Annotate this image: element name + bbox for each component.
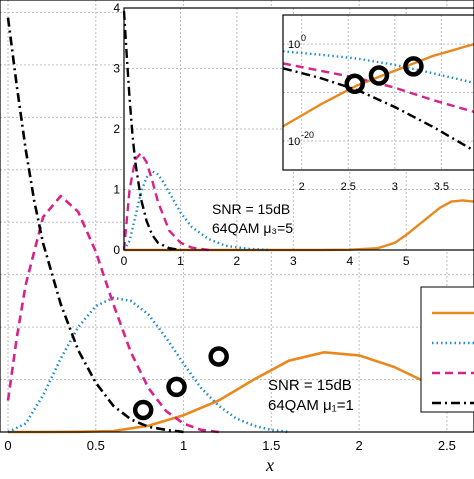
inset-x-tick-label-1: 1	[177, 254, 184, 268]
inset-annotation-line-1: SNR = 15dB	[212, 201, 290, 217]
main-marker-ring-0	[132, 399, 154, 421]
main-marker-ring-1	[166, 376, 187, 398]
main-x-tick-label-1: 0.5	[87, 438, 105, 453]
inner-marker-ring-2	[403, 56, 424, 77]
main-markers	[132, 346, 229, 421]
inset-series-line-dashed	[122, 151, 209, 252]
inset-frame	[123, 7, 474, 251]
main-marker-ring-2	[208, 346, 229, 367]
x-axis-label: x	[265, 455, 274, 474]
inset-y-tick-label-4: 4	[113, 1, 120, 15]
main-series-line-solid	[8, 350, 474, 434]
inset-y-tick-label-0: 0	[113, 243, 120, 257]
main-series-line-dotted	[7, 296, 290, 434]
inner-marker-ring-0	[344, 73, 365, 95]
inner-x-tick-label-3: 3.5	[434, 181, 449, 193]
inner-inset-frame	[282, 14, 474, 171]
inset-y-tick-label-3: 3	[113, 62, 120, 76]
main-annotation-line-2: 64QAM μ₁=1	[268, 397, 354, 414]
inner-inset-background	[283, 15, 474, 170]
inner-y-tick-label-1: 10	[288, 136, 300, 148]
main-x-tick-label-4: 2	[355, 438, 362, 453]
legend	[420, 286, 474, 413]
main-x-tick-label-5: 2.5	[438, 438, 456, 453]
main-annotation-line-1: SNR = 15dB	[268, 377, 352, 394]
inner-series-line-dotted	[282, 50, 474, 84]
inner-y-tick-exponent-0: 0	[301, 33, 306, 43]
main-frame	[0, 0, 474, 433]
inset-x-tick-label-0: 0	[121, 254, 128, 268]
main-x-tick-label-3: 1.5	[262, 438, 280, 453]
main-tick-labels: 0 0.5 1 1.5 2 2.5	[4, 438, 456, 453]
inner-x-tick-label-1: 2.5	[341, 181, 356, 193]
inner-series-line-solid	[282, 42, 474, 128]
main-x-tick-label-0: 0	[4, 438, 11, 453]
inner-marker-ring-1	[368, 65, 390, 86]
inner-series-line-dashdot	[282, 67, 474, 152]
inset-x-tick-label-2: 2	[234, 254, 241, 268]
inset-x-tick-label-5: 5	[403, 254, 410, 268]
inset-x-tick-label-3: 3	[290, 254, 297, 268]
inner-y-tick-exponent-1: -20	[301, 130, 314, 140]
main-x-tick-label-2: 1	[180, 438, 187, 453]
main-series-line-dashed	[6, 194, 219, 434]
inner-inset-markers	[344, 56, 424, 95]
inner-x-tick-label-0: 2	[299, 181, 305, 193]
inset-plot: 0 1 2 3 4 5 0 1 2 3 4 SNR = 15dB 64QAM μ₃=5 2 2.5 3 3…	[113, 1, 474, 268]
inner-inset-grid	[283, 15, 474, 170]
inset-tick-labels: 0 1 2 3 4 5 0 1 2 3 4	[113, 1, 410, 268]
inset-annotation-line-2: 64QAM μ₃=5	[212, 220, 293, 236]
inner-y-tick-label-0: 10	[288, 39, 300, 51]
inset-x-tick-label-4: 4	[346, 254, 353, 268]
inset-y-tick-label-2: 2	[113, 122, 120, 136]
inner-x-tick-label-2: 3	[392, 181, 398, 193]
inset-y-tick-label-1: 1	[113, 183, 120, 197]
legend-box	[420, 286, 474, 413]
